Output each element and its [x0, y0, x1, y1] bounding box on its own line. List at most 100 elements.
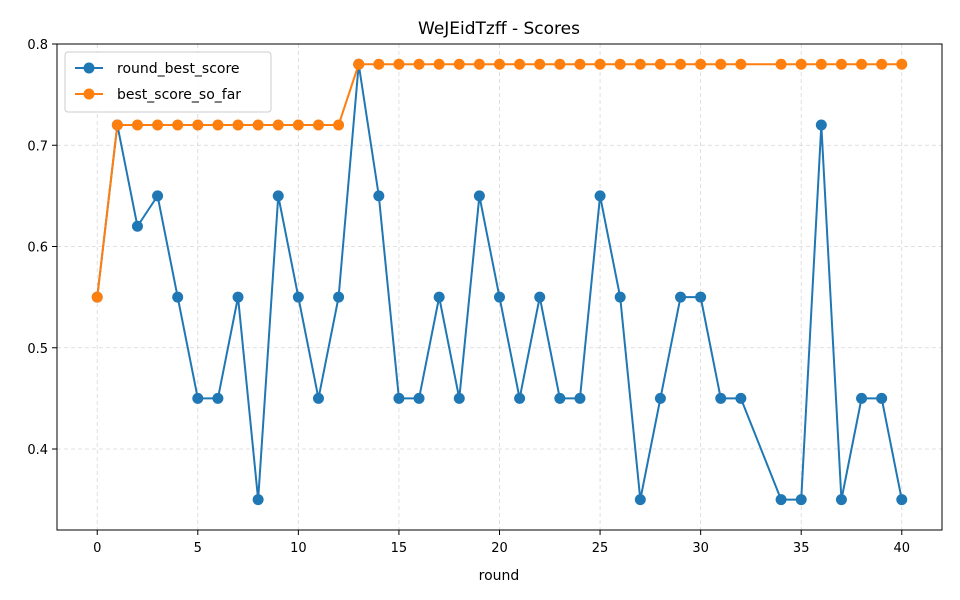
data-point-best-score-so-far	[232, 119, 244, 131]
data-point-best-score-so-far	[353, 58, 365, 70]
data-point-round-best-score	[896, 494, 908, 506]
data-point-round-best-score	[856, 392, 868, 404]
data-point-best-score-so-far	[252, 119, 264, 131]
legend-label-best-score-so-far: best_score_so_far	[117, 87, 241, 103]
data-point-best-score-so-far	[614, 58, 626, 70]
data-point-best-score-so-far	[131, 119, 143, 131]
data-point-round-best-score	[675, 291, 687, 303]
series-layer	[91, 58, 908, 506]
data-point-round-best-score	[453, 392, 465, 404]
data-point-best-score-so-far	[453, 58, 465, 70]
data-point-best-score-so-far	[695, 58, 707, 70]
legend-marker-round-best-score	[83, 62, 95, 74]
data-point-round-best-score	[695, 291, 707, 303]
data-point-round-best-score	[393, 392, 405, 404]
x-tick-label: 25	[592, 541, 609, 556]
data-point-best-score-so-far	[795, 58, 807, 70]
data-point-round-best-score	[292, 291, 304, 303]
legend-label-round-best-score: round_best_score	[117, 61, 240, 77]
data-point-best-score-so-far	[172, 119, 184, 131]
data-point-best-score-so-far	[91, 291, 103, 303]
x-tick-label: 10	[290, 541, 307, 556]
data-point-best-score-so-far	[473, 58, 485, 70]
data-point-round-best-score	[272, 190, 284, 202]
data-point-round-best-score	[554, 392, 566, 404]
data-point-round-best-score	[152, 190, 164, 202]
y-tick-label: 0.8	[27, 38, 48, 53]
data-point-best-score-so-far	[896, 58, 908, 70]
legend: round_best_score best_score_so_far	[64, 51, 272, 113]
x-tick-label: 15	[391, 541, 408, 556]
x-tick-label: 0	[93, 541, 101, 556]
data-point-best-score-so-far	[413, 58, 425, 70]
data-point-best-score-so-far	[815, 58, 827, 70]
data-point-round-best-score	[514, 392, 526, 404]
data-point-round-best-score	[252, 494, 264, 506]
x-tick-label: 20	[491, 541, 508, 556]
data-point-round-best-score	[473, 190, 485, 202]
data-point-best-score-so-far	[292, 119, 304, 131]
data-point-best-score-so-far	[312, 119, 324, 131]
data-point-best-score-so-far	[373, 58, 385, 70]
legend-marker-best-score-so-far	[83, 88, 95, 100]
data-point-best-score-so-far	[654, 58, 666, 70]
data-point-round-best-score	[494, 291, 505, 303]
y-tick-label: 0.6	[27, 241, 48, 256]
data-point-round-best-score	[815, 119, 827, 131]
y-tick-label: 0.4	[27, 443, 48, 458]
data-point-round-best-score	[795, 494, 807, 506]
data-point-round-best-score	[835, 494, 847, 506]
data-point-round-best-score	[775, 494, 787, 506]
series-line-best-score-so-far	[96, 63, 902, 298]
data-point-round-best-score	[735, 392, 747, 404]
ticks: 0 5 10 15 20 25 30 35 40 0.4 0.5 0.6 0.7 0.8	[27, 38, 910, 556]
x-axis-label: round	[479, 568, 520, 584]
data-point-round-best-score	[574, 392, 586, 404]
data-point-round-best-score	[715, 392, 727, 404]
data-point-round-best-score	[333, 291, 345, 303]
y-tick-label: 0.7	[27, 139, 48, 154]
data-point-best-score-so-far	[876, 58, 888, 70]
data-point-round-best-score	[232, 291, 244, 303]
data-point-best-score-so-far	[835, 58, 847, 70]
data-point-round-best-score	[654, 392, 666, 404]
data-point-best-score-so-far	[333, 119, 345, 131]
data-point-best-score-so-far	[111, 119, 123, 131]
data-point-best-score-so-far	[775, 58, 787, 70]
data-point-best-score-so-far	[534, 58, 546, 70]
series-line-round-best-score	[96, 63, 903, 501]
x-tick-label: 5	[194, 541, 202, 556]
data-point-round-best-score	[614, 291, 626, 303]
data-point-best-score-so-far	[494, 58, 505, 70]
data-point-best-score-so-far	[393, 58, 405, 70]
series-best-score-so-far	[91, 58, 908, 303]
x-tick-label: 35	[793, 541, 810, 556]
data-point-best-score-so-far	[192, 119, 204, 131]
data-point-best-score-so-far	[514, 58, 526, 70]
data-point-round-best-score	[373, 190, 385, 202]
data-point-round-best-score	[594, 190, 606, 202]
data-point-best-score-so-far	[554, 58, 566, 70]
data-point-round-best-score	[413, 392, 425, 404]
data-point-best-score-so-far	[433, 58, 445, 70]
data-point-round-best-score	[312, 392, 324, 404]
legend-box	[64, 51, 272, 113]
data-point-best-score-so-far	[715, 58, 727, 70]
data-point-round-best-score	[876, 392, 888, 404]
data-point-round-best-score	[212, 392, 224, 404]
grid	[57, 43, 942, 530]
data-point-best-score-so-far	[152, 119, 164, 131]
data-point-best-score-so-far	[594, 58, 606, 70]
data-point-best-score-so-far	[634, 58, 646, 70]
data-point-round-best-score	[433, 291, 445, 303]
data-point-best-score-so-far	[735, 58, 747, 70]
x-tick-label: 30	[692, 541, 709, 556]
data-point-best-score-so-far	[675, 58, 687, 70]
data-point-round-best-score	[172, 291, 184, 303]
y-tick-label: 0.5	[27, 342, 48, 357]
x-tick-label: 40	[893, 541, 910, 556]
data-point-best-score-so-far	[574, 58, 586, 70]
data-point-best-score-so-far	[272, 119, 284, 131]
data-point-best-score-so-far	[856, 58, 868, 70]
